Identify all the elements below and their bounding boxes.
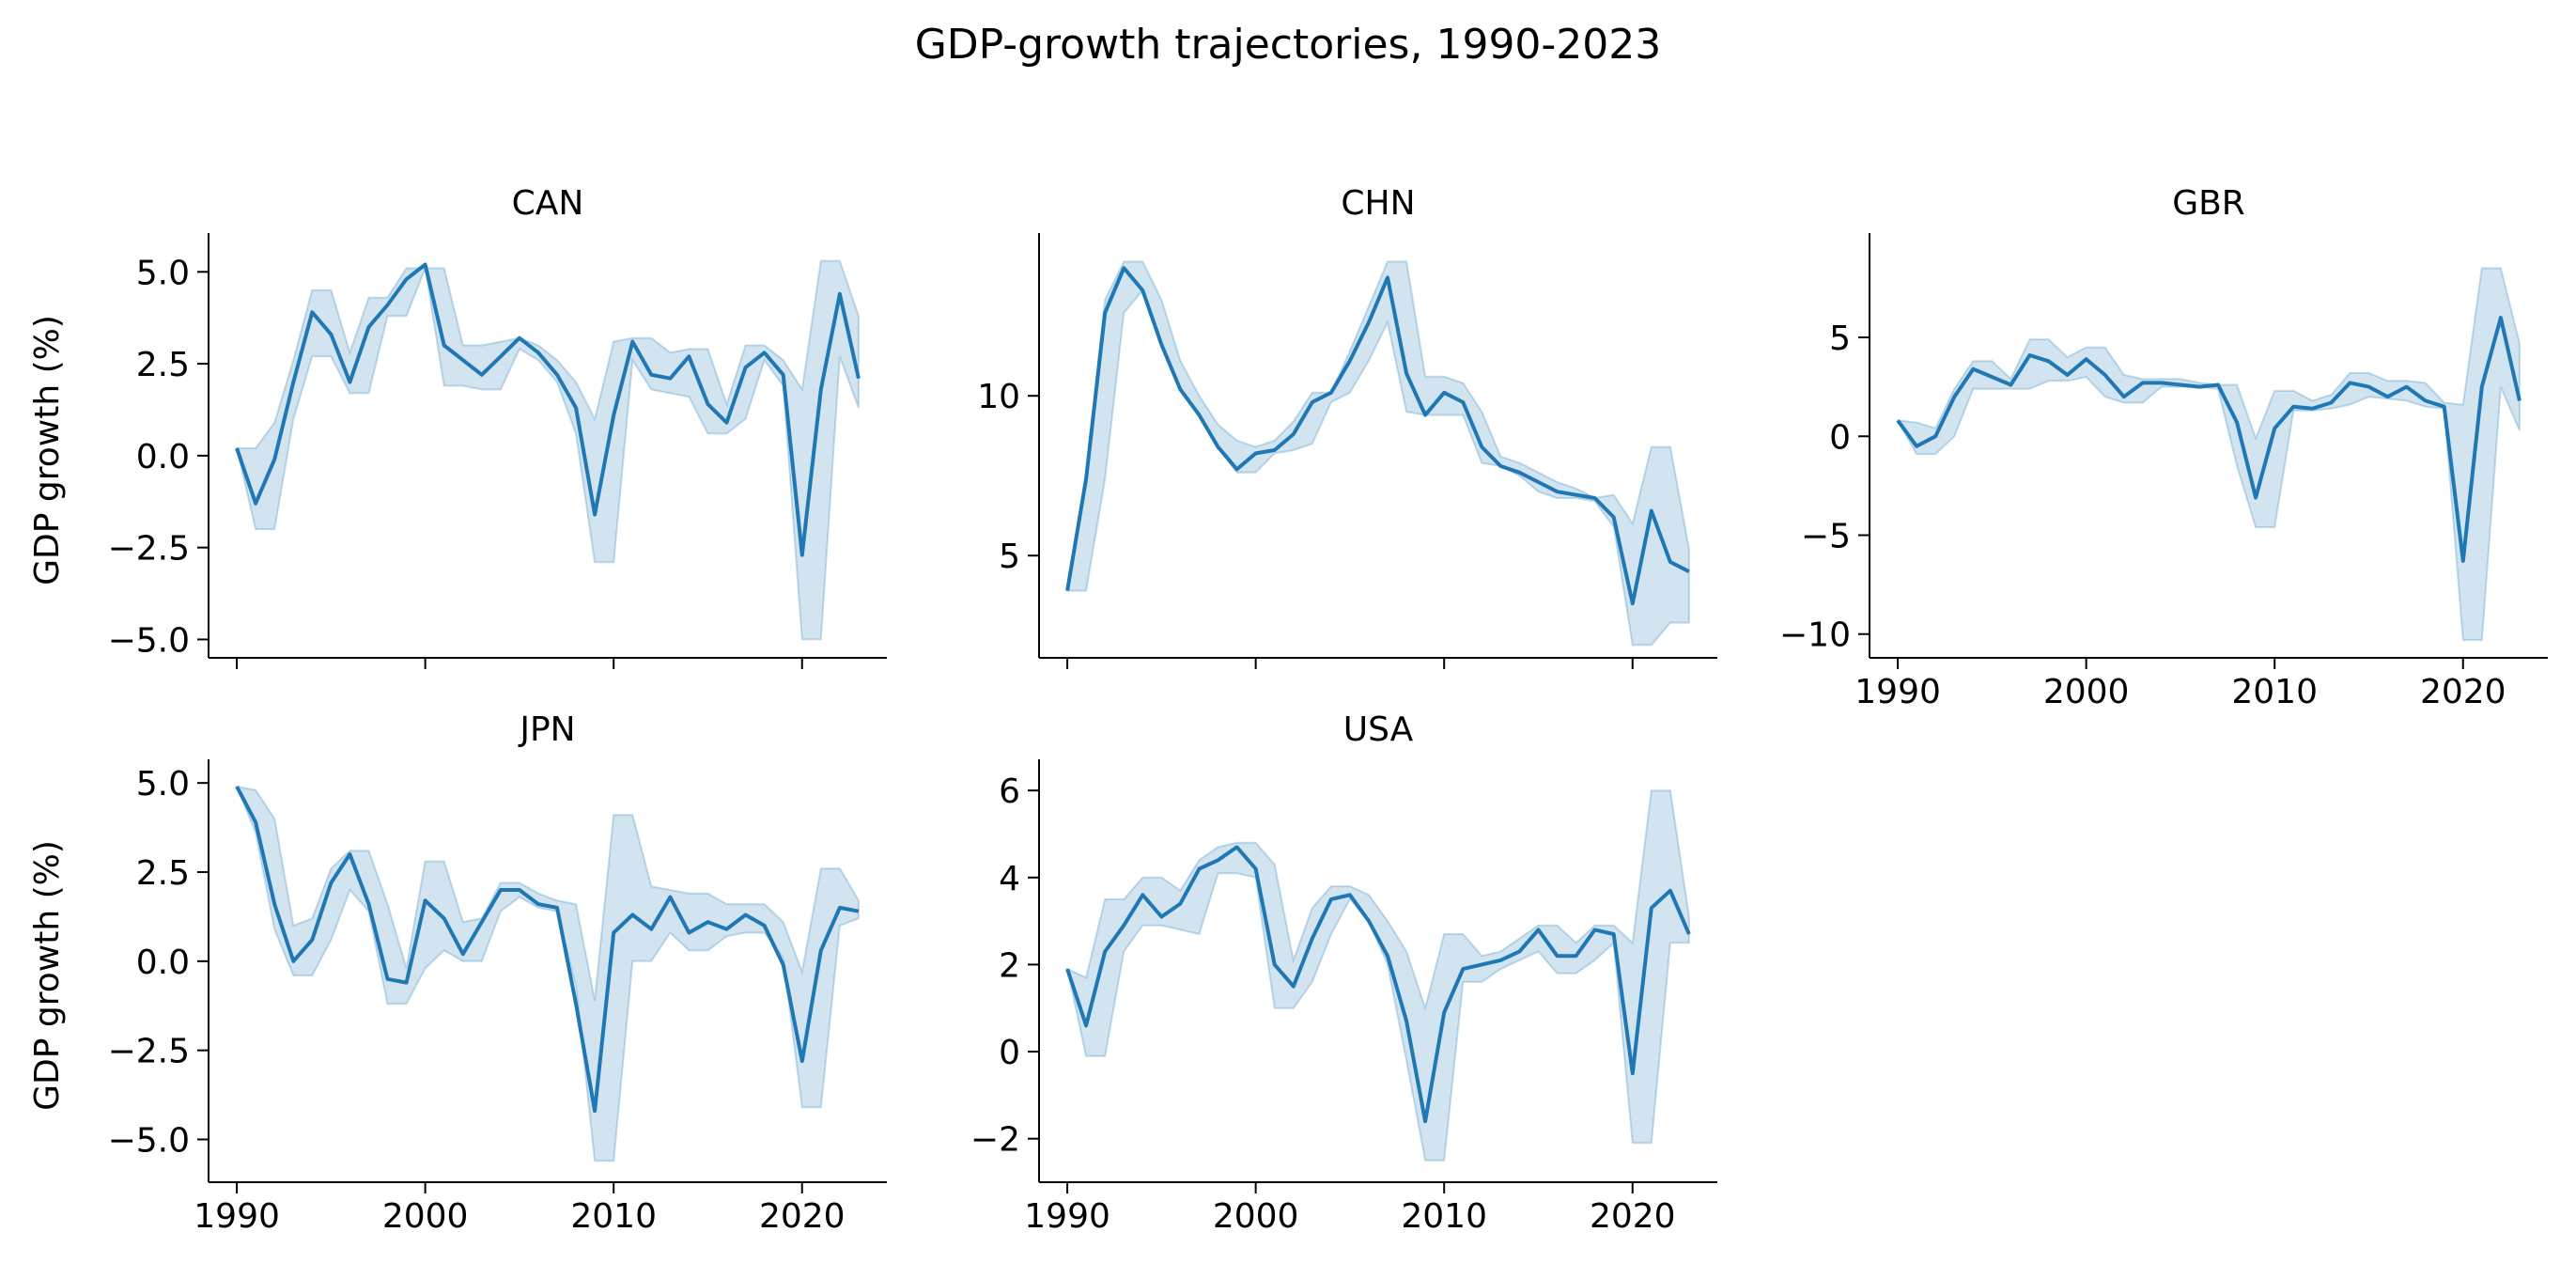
confidence-band: [1065, 260, 1690, 647]
confidence-band: [235, 259, 860, 641]
subplot-title: JPN: [518, 710, 575, 749]
series-line: [1065, 266, 1690, 606]
series-line: [235, 262, 861, 557]
series-line: [1896, 316, 2522, 563]
y-tick-label: 0.0: [136, 438, 190, 476]
series-line: [1065, 845, 1691, 1124]
x-tick-label: 2000: [1213, 1197, 1299, 1236]
x-tick-label: 1990: [1024, 1197, 1110, 1236]
x-tick-label: 2020: [2420, 673, 2506, 711]
subplot-title: GBR: [2172, 184, 2245, 223]
y-tick-label: −10: [1779, 616, 1851, 655]
x-tick-label: 2000: [2043, 673, 2130, 711]
y-tick-label: 5: [1829, 320, 1851, 358]
x-tick-label: 2000: [382, 1197, 469, 1236]
subplot-title: CHN: [1341, 184, 1415, 223]
y-tick-label: −5.0: [108, 621, 190, 660]
figure-title: GDP-growth trajectories, 1990-2023: [914, 21, 1662, 69]
subplot-can: −5.0 −2.5 0.0 2.5 5.0 CAN GDP growth (%): [28, 184, 887, 669]
x-tick-label: 2010: [2231, 673, 2318, 711]
y-tick-label: 4: [999, 860, 1020, 898]
x-tick-label: 1990: [194, 1197, 280, 1236]
y-tick-label: 0: [999, 1034, 1020, 1072]
x-tick-label: 2010: [1401, 1197, 1487, 1236]
y-tick-label: 5.0: [136, 254, 190, 292]
y-tick-label: 2: [999, 946, 1020, 985]
series-line: [235, 786, 860, 1114]
subplot-gbr: −10 −5 0 5 1990 2000 2010 2020 GBR: [1779, 184, 2548, 711]
y-axis-label: GDP growth (%): [28, 315, 67, 585]
y-tick-label: 5: [999, 538, 1020, 576]
subplot-title: USA: [1343, 710, 1414, 749]
subplot-jpn: −5.0 −2.5 0.0 2.5 5.0 1990 2000 2010 2020 JPN GDP …: [28, 710, 887, 1236]
subplot-usa: −2 0 2 4 6 1990 2000 2010 2020 USA: [970, 710, 1717, 1236]
x-tick-label: 2020: [759, 1197, 846, 1236]
y-tick-label: 10: [977, 378, 1020, 416]
y-tick-label: −2.5: [108, 530, 190, 569]
x-tick-label: 2010: [570, 1197, 657, 1236]
confidence-band: [1065, 789, 1690, 1162]
subplot-title: CAN: [512, 184, 584, 223]
y-tick-label: 5.0: [136, 765, 190, 803]
subplot-chn: 5 10 CHN: [977, 184, 1717, 669]
y-tick-label: 2.5: [136, 854, 190, 893]
y-tick-label: −5: [1801, 518, 1851, 556]
y-tick-label: 0.0: [136, 944, 190, 982]
y-tick-label: −2: [970, 1121, 1020, 1160]
y-tick-label: 2.5: [136, 346, 190, 384]
x-tick-label: 1990: [1854, 673, 1941, 711]
x-tick-label: 2020: [1590, 1197, 1676, 1236]
y-tick-label: 0: [1829, 418, 1851, 457]
y-tick-label: −5.0: [108, 1121, 190, 1160]
confidence-band: [1896, 267, 2521, 642]
y-tick-label: 6: [999, 772, 1020, 811]
confidence-band: [235, 785, 860, 1162]
y-tick-label: −2.5: [108, 1033, 190, 1071]
y-axis-label: GDP growth (%): [28, 840, 67, 1111]
